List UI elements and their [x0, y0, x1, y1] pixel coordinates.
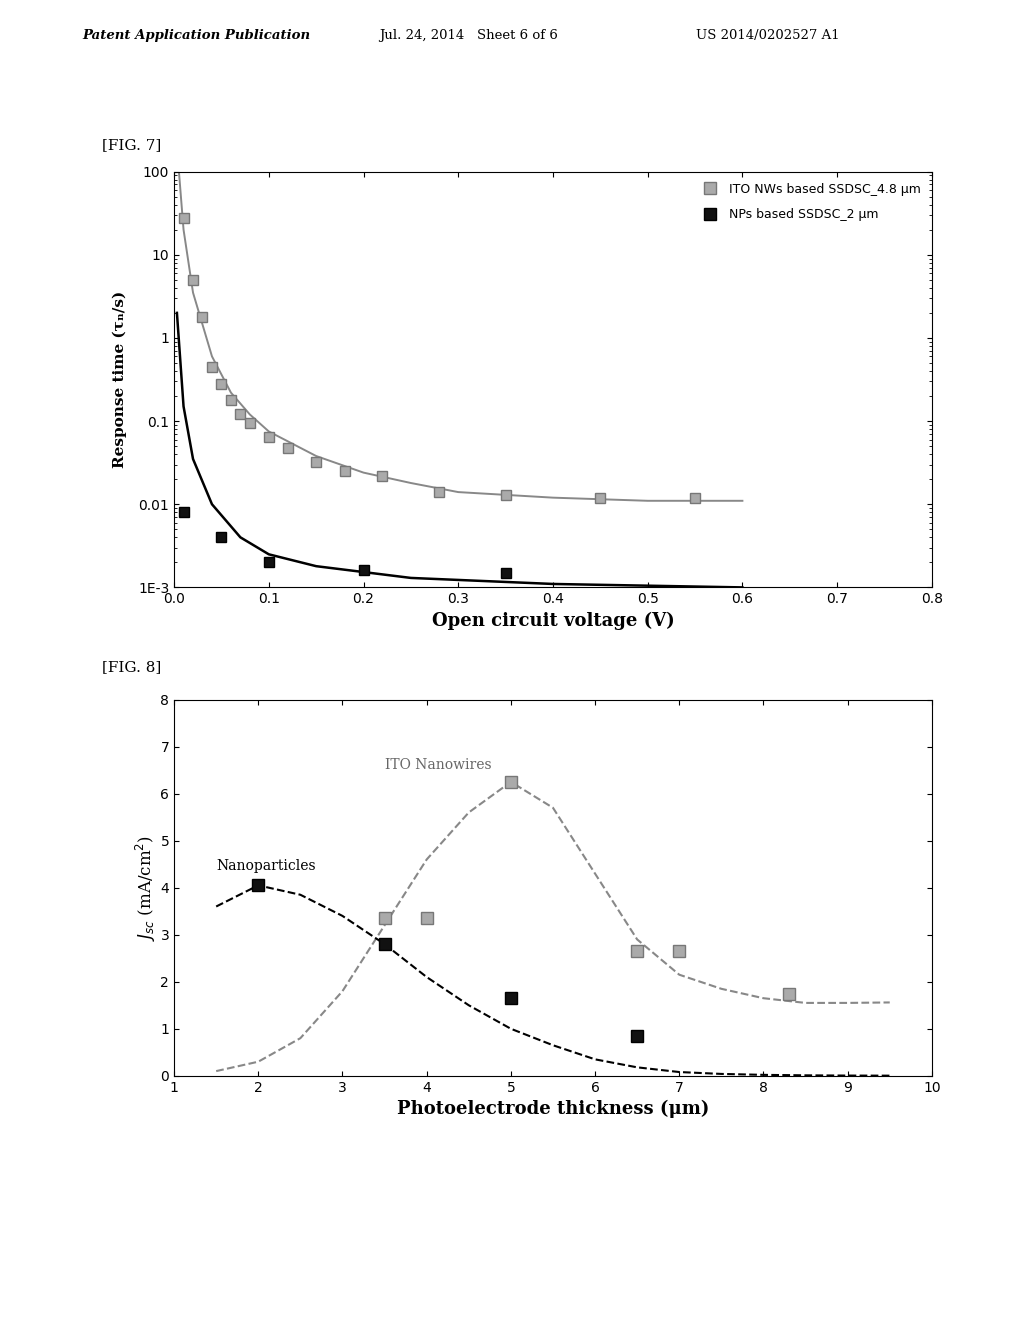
Text: [FIG. 8]: [FIG. 8] [102, 660, 162, 675]
Text: ITO Nanowires: ITO Nanowires [385, 759, 492, 772]
Text: US 2014/0202527 A1: US 2014/0202527 A1 [696, 29, 840, 42]
Text: Jul. 24, 2014   Sheet 6 of 6: Jul. 24, 2014 Sheet 6 of 6 [379, 29, 558, 42]
Text: Patent Application Publication: Patent Application Publication [82, 29, 310, 42]
Y-axis label: $J_{sc}$ (mA/cm$^2$): $J_{sc}$ (mA/cm$^2$) [133, 834, 158, 941]
Legend: ITO NWs based SSDSC_4.8 μm, NPs based SSDSC_2 μm: ITO NWs based SSDSC_4.8 μm, NPs based SS… [692, 178, 926, 226]
X-axis label: Open circuit voltage (V): Open circuit voltage (V) [431, 611, 675, 630]
X-axis label: Photoelectrode thickness (μm): Photoelectrode thickness (μm) [396, 1100, 710, 1118]
Y-axis label: Response time (τₙ/s): Response time (τₙ/s) [113, 290, 127, 469]
Text: Nanoparticles: Nanoparticles [216, 859, 315, 874]
Text: [FIG. 7]: [FIG. 7] [102, 139, 162, 153]
